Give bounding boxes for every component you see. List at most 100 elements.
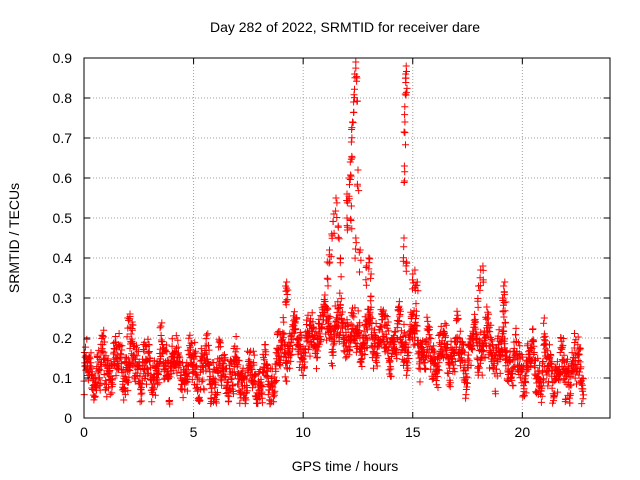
data-point <box>289 345 297 353</box>
data-point <box>479 266 487 274</box>
data-point <box>250 378 258 386</box>
data-point <box>145 348 153 356</box>
data-point <box>494 332 502 340</box>
data-point <box>365 259 373 267</box>
data-point <box>306 352 314 360</box>
data-point <box>105 384 112 392</box>
data-point <box>522 372 530 380</box>
data-point <box>202 367 210 375</box>
data-point <box>283 296 291 304</box>
data-point <box>95 375 103 383</box>
data-point <box>539 358 547 365</box>
data-point <box>334 233 342 241</box>
data-point <box>345 174 353 182</box>
data-point <box>409 270 417 278</box>
data-point <box>336 301 344 309</box>
data-point <box>175 349 182 357</box>
data-point <box>404 364 412 372</box>
data-point <box>210 359 218 366</box>
data-point <box>265 386 273 394</box>
data-point <box>370 364 377 372</box>
data-point <box>401 90 409 98</box>
data-point <box>379 306 387 314</box>
data-point <box>259 383 267 391</box>
data-point <box>297 331 305 339</box>
data-point <box>500 328 508 335</box>
data-point <box>204 330 212 338</box>
data-point <box>476 364 484 372</box>
data-point <box>123 354 130 362</box>
data-point <box>562 396 570 403</box>
data-point <box>88 370 96 378</box>
x-tick-label: 5 <box>190 424 198 440</box>
data-point <box>333 214 341 221</box>
data-point <box>442 345 450 353</box>
data-point <box>271 387 279 395</box>
data-point <box>430 342 438 350</box>
data-point <box>391 328 399 336</box>
data-point <box>100 326 108 334</box>
data-point <box>538 384 546 392</box>
data-point <box>169 367 177 375</box>
data-point <box>540 336 548 344</box>
data-point <box>129 321 137 329</box>
data-point <box>337 294 345 302</box>
data-point <box>386 356 393 364</box>
data-point <box>349 118 356 126</box>
data-point <box>403 84 411 92</box>
data-point <box>412 300 420 308</box>
data-point <box>433 373 441 380</box>
y-tick-label: 0.1 <box>53 370 73 386</box>
data-point <box>191 370 199 378</box>
data-point <box>422 336 430 344</box>
data-point <box>478 371 486 379</box>
data-point <box>109 380 117 388</box>
data-point <box>242 396 250 404</box>
data-point <box>330 328 338 336</box>
data-point <box>348 225 356 233</box>
data-point <box>87 349 95 357</box>
data-point <box>400 234 408 242</box>
data-point <box>335 235 343 243</box>
data-point <box>402 88 410 96</box>
data-point <box>519 362 527 370</box>
data-point <box>243 375 251 383</box>
data-point <box>136 398 144 406</box>
y-tick-label: 0.9 <box>53 50 73 66</box>
data-point <box>395 298 403 306</box>
data-point <box>156 324 164 332</box>
data-point <box>163 341 171 349</box>
data-point <box>288 351 296 359</box>
data-point <box>422 365 430 373</box>
data-point <box>579 375 587 383</box>
data-point <box>338 308 346 316</box>
data-point <box>335 304 343 312</box>
data-point <box>272 377 280 384</box>
data-point <box>446 379 454 387</box>
data-point <box>378 328 386 336</box>
data-point <box>401 103 409 111</box>
data-point <box>133 344 141 352</box>
data-point <box>442 321 450 329</box>
data-point <box>500 282 508 290</box>
data-point <box>132 355 139 363</box>
data-point <box>391 327 399 335</box>
data-point <box>187 346 194 354</box>
data-point <box>317 335 325 343</box>
data-point <box>559 335 567 342</box>
data-point <box>402 141 409 149</box>
data-point <box>367 303 375 311</box>
data-point <box>451 368 459 376</box>
data-point <box>150 384 158 392</box>
data-point <box>82 343 89 351</box>
data-point <box>144 335 152 343</box>
data-point <box>347 217 355 224</box>
data-point <box>479 348 487 356</box>
data-point <box>348 134 356 142</box>
data-point <box>172 332 180 340</box>
data-point <box>155 368 163 376</box>
data-point <box>350 109 358 116</box>
data-point <box>384 347 392 355</box>
data-point <box>98 347 106 355</box>
data-point <box>227 376 235 383</box>
